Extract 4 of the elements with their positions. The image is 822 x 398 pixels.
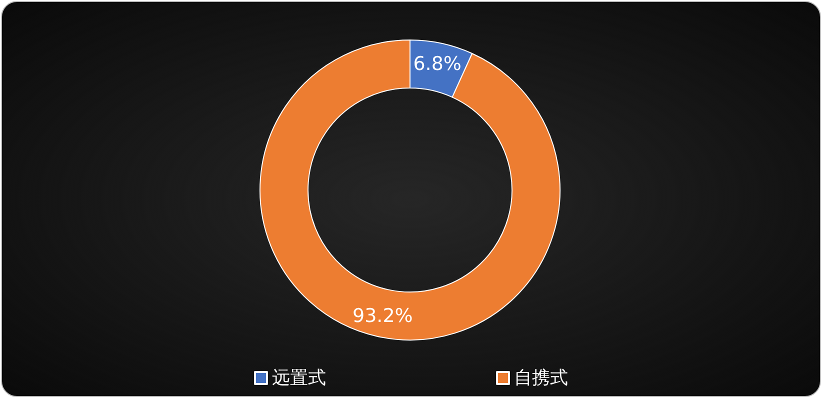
legend-label: 自携式 <box>514 368 568 388</box>
data-label: 6.8% <box>413 52 462 75</box>
data-label: 93.2% <box>352 305 413 328</box>
legend-label: 远置式 <box>272 368 326 388</box>
